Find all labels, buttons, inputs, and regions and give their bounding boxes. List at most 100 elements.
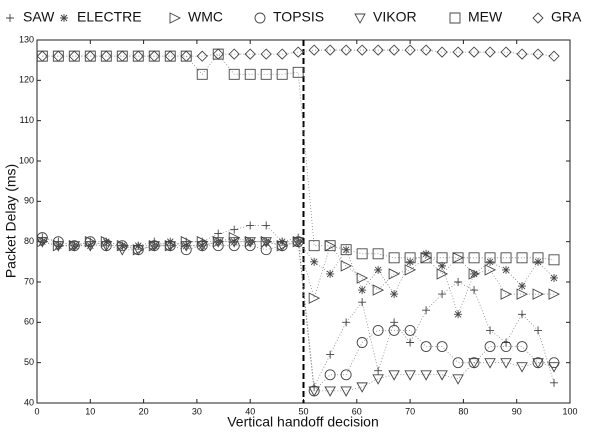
marker	[356, 248, 368, 260]
marker	[374, 265, 383, 274]
marker	[324, 239, 337, 252]
series-line	[42, 241, 555, 392]
marker	[244, 48, 256, 60]
y-tick-label: 110	[20, 115, 34, 125]
marker	[516, 341, 528, 352]
marker	[374, 366, 383, 375]
x-tick-label: 70	[405, 406, 415, 416]
marker	[308, 240, 320, 252]
marker	[518, 282, 527, 291]
marker	[358, 298, 367, 307]
marker	[534, 326, 543, 335]
x-tick-label: 50	[298, 406, 308, 416]
marker	[406, 338, 415, 347]
x-tick-label: 80	[458, 406, 468, 416]
marker	[356, 44, 368, 56]
y-tick-label: 90	[24, 196, 34, 206]
marker	[292, 66, 304, 78]
y-tick-label: 120	[19, 75, 34, 85]
marker	[486, 257, 495, 266]
marker	[68, 50, 80, 62]
marker	[454, 310, 463, 319]
series-line	[42, 53, 555, 261]
marker	[100, 50, 112, 62]
marker	[292, 46, 304, 58]
legend-label: ELECTRE	[77, 9, 142, 25]
marker	[372, 325, 384, 336]
marker	[324, 44, 336, 56]
marker	[342, 318, 351, 327]
marker	[436, 370, 448, 381]
marker	[518, 310, 527, 319]
marker	[454, 278, 463, 286]
y-tick-label: 80	[24, 236, 34, 246]
marker	[484, 252, 496, 264]
marker	[68, 241, 81, 252]
marker	[468, 268, 481, 280]
marker	[356, 337, 368, 348]
marker	[436, 268, 449, 280]
marker	[36, 50, 48, 62]
marker	[262, 221, 271, 230]
marker	[340, 260, 353, 272]
marker	[132, 50, 144, 62]
marker	[532, 48, 544, 60]
marker	[212, 235, 225, 248]
marker	[116, 50, 128, 62]
marker	[436, 341, 448, 352]
legend-label: VIKOR	[373, 9, 417, 25]
marker	[532, 358, 544, 369]
marker	[308, 44, 320, 56]
x-tick-label: 40	[245, 406, 255, 416]
marker	[212, 237, 224, 248]
marker	[470, 286, 479, 295]
marker	[372, 248, 384, 260]
marker	[388, 325, 400, 336]
marker	[438, 261, 447, 270]
x-tick-label: 60	[352, 406, 362, 416]
marker	[212, 48, 224, 60]
marker	[230, 225, 239, 234]
marker	[196, 241, 208, 252]
marker	[52, 50, 64, 62]
marker	[116, 50, 128, 62]
marker	[132, 50, 144, 62]
marker	[260, 68, 272, 80]
marker	[468, 358, 480, 369]
marker	[358, 286, 367, 295]
marker	[52, 239, 65, 252]
marker	[420, 252, 432, 264]
marker	[198, 241, 207, 250]
marker	[310, 257, 319, 266]
marker	[422, 249, 431, 258]
marker	[532, 252, 544, 264]
marker	[468, 252, 480, 264]
marker	[420, 370, 432, 381]
marker	[372, 284, 385, 296]
marker	[84, 50, 96, 62]
legend-marker	[354, 13, 366, 24]
x-tick-label: 30	[192, 406, 202, 416]
marker	[148, 50, 160, 62]
marker	[438, 290, 447, 299]
marker	[404, 370, 416, 381]
marker	[100, 50, 112, 62]
marker	[404, 264, 417, 276]
marker	[356, 382, 368, 393]
marker	[260, 48, 272, 60]
marker	[340, 386, 352, 397]
marker	[326, 269, 335, 278]
marker	[484, 264, 497, 276]
marker	[388, 44, 400, 56]
marker	[292, 237, 304, 248]
y-tick-label: 40	[24, 397, 34, 407]
marker	[420, 341, 432, 352]
legend-marker	[449, 12, 461, 24]
marker	[276, 68, 288, 80]
legend-label: WMC	[188, 9, 223, 25]
marker	[484, 358, 496, 369]
marker	[452, 374, 464, 385]
marker	[404, 325, 416, 336]
marker	[180, 241, 193, 252]
marker	[502, 265, 511, 274]
